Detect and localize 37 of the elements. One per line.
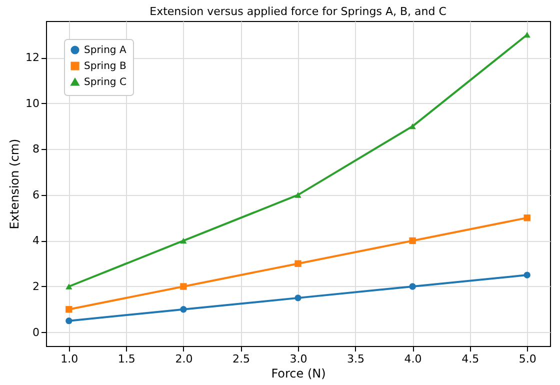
point xyxy=(524,214,530,222)
x-tick-label: 4.5 xyxy=(462,352,480,366)
point xyxy=(524,32,530,38)
y-tick-label: 0 xyxy=(32,326,40,339)
x-tick-label: 1.5 xyxy=(118,352,136,366)
y-axis-title: Extension (cm) xyxy=(8,138,22,230)
y-tick-label: 10 xyxy=(26,96,40,110)
legend-label: Spring B xyxy=(84,61,126,72)
x-tick-label: 3.0 xyxy=(290,352,308,366)
y-tick-label: 2 xyxy=(32,280,40,293)
point xyxy=(409,123,416,130)
x-tick-label: 4.0 xyxy=(404,352,422,366)
point xyxy=(294,260,302,267)
point xyxy=(524,272,530,278)
legend-label: Spring C xyxy=(84,77,126,88)
x-tick-label: 2.5 xyxy=(232,352,250,366)
chart-title: Extension versus applied force for Springs A, B, and C xyxy=(150,5,447,18)
x-tick-label: 5.0 xyxy=(518,352,536,366)
x-tick-label: 1.0 xyxy=(60,352,78,366)
y-tick-label: 4 xyxy=(32,234,40,248)
legend-label: Spring A xyxy=(84,45,126,56)
x-tick-label: 3.5 xyxy=(347,352,365,366)
y-tick-label: 8 xyxy=(32,142,40,156)
point xyxy=(180,238,187,244)
point xyxy=(66,284,72,290)
y-tick-label: 12 xyxy=(26,51,40,64)
x-tick-label: 2.0 xyxy=(175,352,193,366)
x-axis-title: Force (N) xyxy=(271,366,326,380)
point xyxy=(66,317,72,324)
point xyxy=(409,237,416,244)
point xyxy=(409,283,416,290)
point xyxy=(294,192,302,198)
point xyxy=(294,294,302,302)
point xyxy=(180,306,187,313)
point xyxy=(66,306,72,313)
y-tick-label: 6 xyxy=(32,188,40,202)
point xyxy=(180,283,187,290)
